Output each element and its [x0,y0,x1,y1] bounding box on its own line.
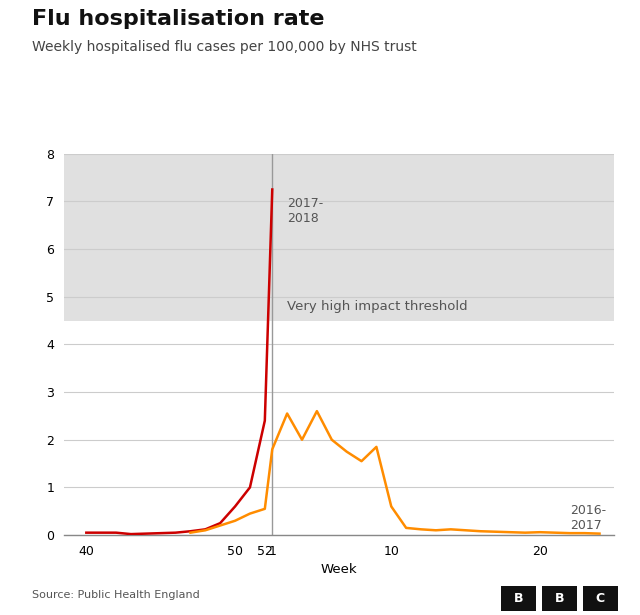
FancyBboxPatch shape [542,585,577,611]
Text: Source: Public Health England: Source: Public Health England [32,590,200,600]
Text: B: B [555,592,564,605]
Text: C: C [596,592,605,605]
FancyBboxPatch shape [501,585,536,611]
Text: 2017-
2018: 2017- 2018 [287,197,323,224]
FancyBboxPatch shape [583,585,618,611]
X-axis label: Week: Week [321,563,358,576]
Text: Flu hospitalisation rate: Flu hospitalisation rate [32,9,324,30]
Bar [64,320,614,535]
Text: 2016-
2017: 2016- 2017 [570,504,606,533]
Text: Very high impact threshold: Very high impact threshold [287,300,468,314]
Text: B: B [514,592,524,605]
Text: Weekly hospitalised flu cases per 100,000 by NHS trust: Weekly hospitalised flu cases per 100,00… [32,40,417,54]
